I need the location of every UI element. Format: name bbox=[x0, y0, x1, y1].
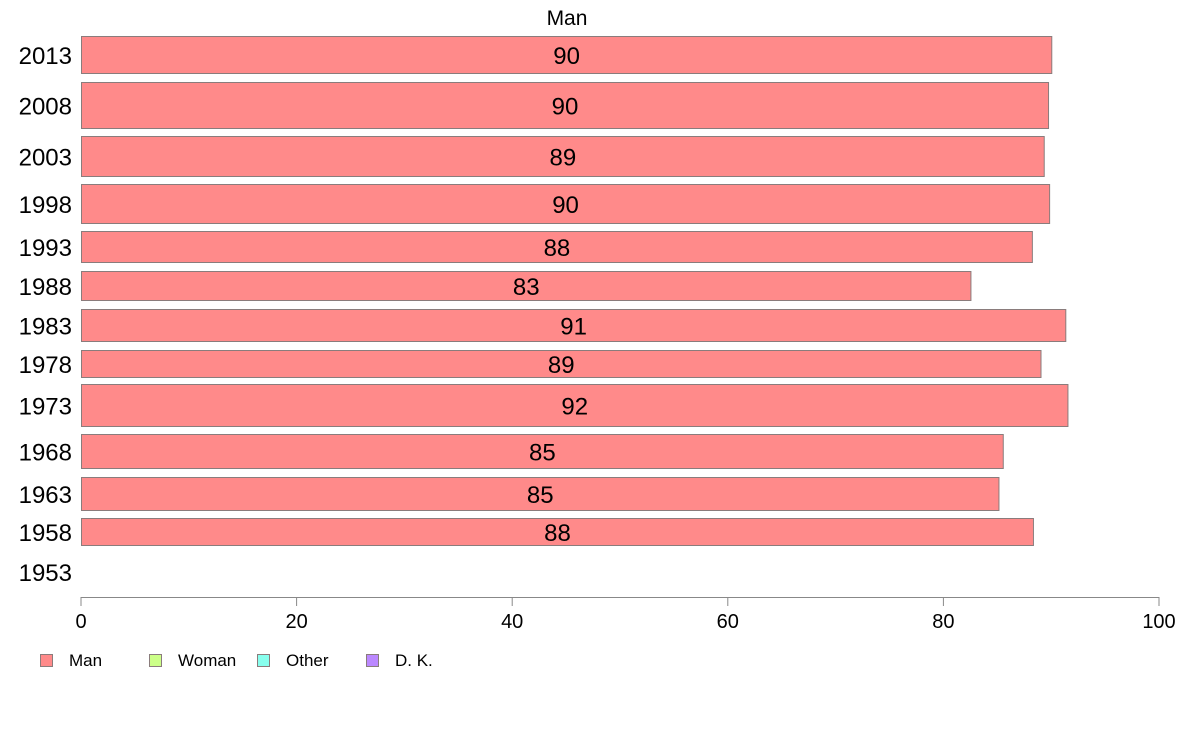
bar-1958 bbox=[81, 518, 1034, 546]
x-tick-label: 20 bbox=[285, 611, 307, 633]
data-label: 88 bbox=[544, 520, 571, 547]
x-tick-label: 60 bbox=[717, 611, 739, 633]
y-tick-label: 1963 bbox=[19, 482, 72, 509]
data-label: 85 bbox=[529, 440, 556, 467]
bar-1978 bbox=[81, 350, 1042, 378]
y-axis-labels: 2013 2008 2003 1998 1993 1988 1983 1978 1973 1968… bbox=[19, 43, 72, 587]
data-label: 83 bbox=[513, 274, 540, 301]
x-tick-label: 40 bbox=[501, 611, 523, 633]
bar-1983 bbox=[81, 309, 1067, 342]
y-tick-label: 1983 bbox=[19, 314, 72, 341]
y-tick-label: 2003 bbox=[19, 145, 72, 172]
bar-2013 bbox=[81, 36, 1053, 74]
data-label: 91 bbox=[560, 314, 587, 341]
data-label: 88 bbox=[544, 235, 571, 262]
chart-title: Man bbox=[547, 7, 588, 30]
y-tick-label: 1993 bbox=[19, 235, 72, 262]
y-tick-label: 2013 bbox=[19, 43, 72, 70]
data-label: 89 bbox=[548, 352, 575, 379]
y-tick-label: 1978 bbox=[19, 352, 72, 379]
x-tick-label: 80 bbox=[932, 611, 954, 633]
legend-label: Man bbox=[69, 651, 102, 670]
legend-label: D. K. bbox=[395, 651, 433, 670]
y-tick-label: 1973 bbox=[19, 394, 72, 421]
bar-2008 bbox=[81, 82, 1050, 129]
legend-swatch bbox=[366, 654, 379, 667]
bar-1988 bbox=[81, 271, 972, 301]
data-label: 85 bbox=[527, 482, 554, 509]
bar-1968 bbox=[81, 434, 1004, 469]
y-tick-label: 1958 bbox=[19, 520, 72, 547]
x-tick-label: 100 bbox=[1142, 611, 1175, 633]
legend-label: Other bbox=[286, 651, 329, 670]
x-tick-label: 0 bbox=[75, 611, 86, 633]
data-label: 90 bbox=[552, 192, 579, 219]
legend-swatch bbox=[257, 654, 270, 667]
legend-swatch bbox=[149, 654, 162, 667]
legend-label: Woman bbox=[178, 651, 236, 670]
x-axis: 0 20 40 60 80 100 bbox=[75, 597, 1176, 633]
y-tick-label: 1968 bbox=[19, 440, 72, 467]
data-label: 90 bbox=[553, 43, 580, 70]
legend-swatch bbox=[40, 654, 53, 667]
y-tick-label: 1988 bbox=[19, 274, 72, 301]
bar-1993 bbox=[81, 231, 1033, 263]
y-tick-label: 2008 bbox=[19, 94, 72, 121]
bar-1963 bbox=[81, 477, 1000, 511]
y-tick-label: 1998 bbox=[19, 192, 72, 219]
data-label: 92 bbox=[561, 394, 588, 421]
y-tick-label: 1953 bbox=[19, 560, 72, 587]
legend: Man Woman Other D. K. bbox=[40, 651, 433, 670]
data-label: 89 bbox=[550, 145, 577, 172]
bar-1998 bbox=[81, 184, 1051, 224]
bar-2003 bbox=[81, 136, 1045, 177]
bar-1973 bbox=[81, 384, 1069, 427]
data-label: 90 bbox=[552, 94, 579, 121]
